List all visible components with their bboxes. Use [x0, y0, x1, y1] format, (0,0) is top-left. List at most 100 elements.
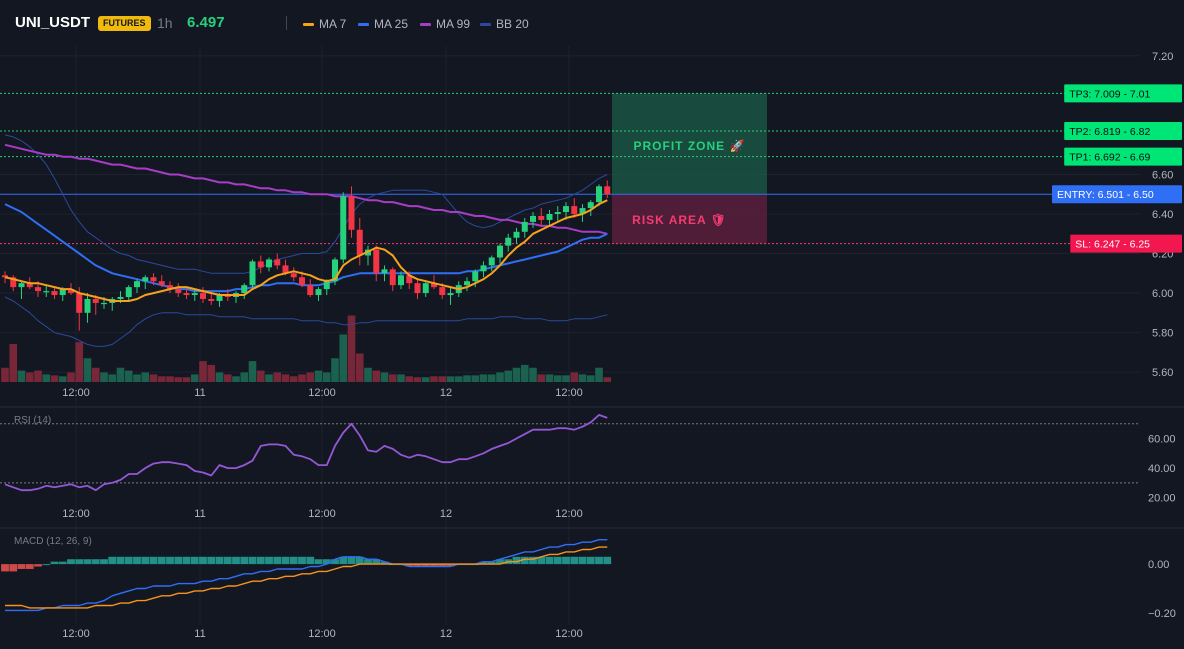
- candle-body: [571, 206, 578, 214]
- legend-label-ma7: MA 7: [319, 17, 347, 31]
- macd-histogram-bar: [75, 559, 84, 565]
- macd-histogram-bar: [116, 556, 125, 565]
- price-tick-label: 5.80: [1152, 328, 1173, 340]
- volume-bar: [421, 377, 430, 382]
- volume-bar: [562, 375, 570, 382]
- legend-label-bb20: BB 20: [496, 17, 529, 31]
- macd-histogram-bar: [529, 556, 537, 565]
- volume-bar: [463, 375, 471, 382]
- volume-bar: [91, 367, 100, 382]
- header-divider: [286, 16, 287, 30]
- symbol-label[interactable]: UNI_USDT: [15, 14, 91, 31]
- macd-histogram-bar: [545, 556, 554, 565]
- volume-bar: [306, 372, 315, 382]
- volume-bar: [83, 358, 92, 382]
- candle-body: [546, 214, 553, 220]
- candle-body: [323, 281, 330, 290]
- volume-bar: [372, 370, 381, 382]
- price-tick-label: 6.60: [1152, 169, 1173, 181]
- macd-histogram-bar: [149, 556, 158, 565]
- volume-bar: [42, 374, 51, 382]
- macd-histogram-bar: [9, 564, 18, 572]
- macd-histogram-bar: [223, 556, 232, 565]
- volume-bar: [289, 376, 298, 382]
- legend-swatch-ma7: [303, 23, 314, 27]
- macd-histogram-bar: [50, 561, 59, 565]
- volume-bar: [454, 376, 463, 382]
- time-tick-label: 12:00: [555, 628, 583, 640]
- candle-body: [497, 245, 503, 258]
- volume-bar: [190, 374, 199, 382]
- candle-body: [125, 287, 132, 298]
- macd-histogram-bar: [174, 556, 183, 565]
- profit-zone: [612, 93, 767, 195]
- macd-histogram-bar: [207, 556, 216, 565]
- macd-histogram-bar: [83, 559, 92, 565]
- time-tick-label: 12: [440, 628, 452, 640]
- macd-histogram-bar: [42, 564, 51, 566]
- rsi-tick-label: 60.00: [1148, 434, 1176, 446]
- volume-bar: [405, 376, 414, 382]
- volume-bar: [67, 372, 75, 382]
- macd-histogram-bar: [182, 556, 191, 565]
- macd-histogram-bar: [67, 559, 75, 565]
- time-tick-label: 12:00: [555, 387, 583, 399]
- macd-histogram-bar: [520, 556, 529, 565]
- level-tag-tp: [1064, 147, 1182, 166]
- volume-bar: [446, 376, 455, 382]
- risk-zone: [612, 194, 767, 244]
- volume-bar: [479, 374, 488, 382]
- volume-bar: [149, 374, 158, 382]
- macd-histogram-bar: [157, 556, 166, 565]
- volume-bar: [108, 374, 117, 382]
- volume-bar: [413, 377, 422, 382]
- candle-body: [472, 271, 479, 282]
- candle-body: [307, 285, 314, 296]
- candle-body: [464, 281, 470, 286]
- volume-bar: [256, 370, 265, 382]
- macd-histogram-bar: [166, 556, 174, 565]
- volume-bar: [520, 364, 529, 382]
- candle-body: [431, 283, 437, 288]
- volume-bar: [298, 374, 306, 382]
- volume-bar: [25, 372, 34, 382]
- candle-body: [216, 295, 223, 301]
- volume-bar: [504, 370, 513, 382]
- macd-histogram-bar: [289, 556, 298, 565]
- macd-histogram-bar: [281, 556, 290, 565]
- candle-body: [92, 298, 99, 303]
- legend-bb20[interactable]: BB 20: [480, 17, 529, 31]
- level-tag-entry: [1052, 185, 1182, 204]
- price-tick-label: 6.00: [1152, 288, 1173, 300]
- level-tag-tp: [1064, 121, 1182, 140]
- volume-bar: [265, 374, 273, 382]
- timeframe-label[interactable]: 1h: [157, 15, 173, 31]
- candle-body: [332, 259, 338, 282]
- volume-bar: [248, 361, 257, 382]
- legend-ma7[interactable]: MA 7: [303, 17, 346, 31]
- time-tick-label: 11: [194, 628, 205, 640]
- legend-ma25[interactable]: MA 25: [358, 17, 408, 31]
- candle-body: [315, 289, 322, 296]
- macd-histogram-bar: [586, 556, 595, 565]
- rsi-line: [4, 413, 608, 492]
- macd-histogram-bar: [273, 556, 282, 565]
- volume-bar: [215, 372, 224, 382]
- legend-ma99[interactable]: MA 99: [420, 17, 470, 31]
- macd-histogram-bar: [17, 564, 26, 569]
- volume-bar: [182, 377, 191, 382]
- volume-bar: [355, 353, 364, 382]
- level-tag-tp: [1064, 84, 1182, 103]
- macd-histogram-bar: [364, 559, 372, 565]
- volume-bar: [17, 370, 26, 382]
- candle-body: [10, 277, 17, 288]
- time-tick-label: 11: [194, 508, 205, 520]
- level-tag-label: TP1: 6.692 - 6.69: [1069, 152, 1150, 164]
- candle-body: [340, 196, 347, 260]
- candle-body: [257, 261, 264, 268]
- volume-bar: [397, 374, 405, 382]
- candle-body: [480, 265, 487, 272]
- macd-histogram-bar: [1, 564, 9, 572]
- volume-bar: [603, 377, 612, 382]
